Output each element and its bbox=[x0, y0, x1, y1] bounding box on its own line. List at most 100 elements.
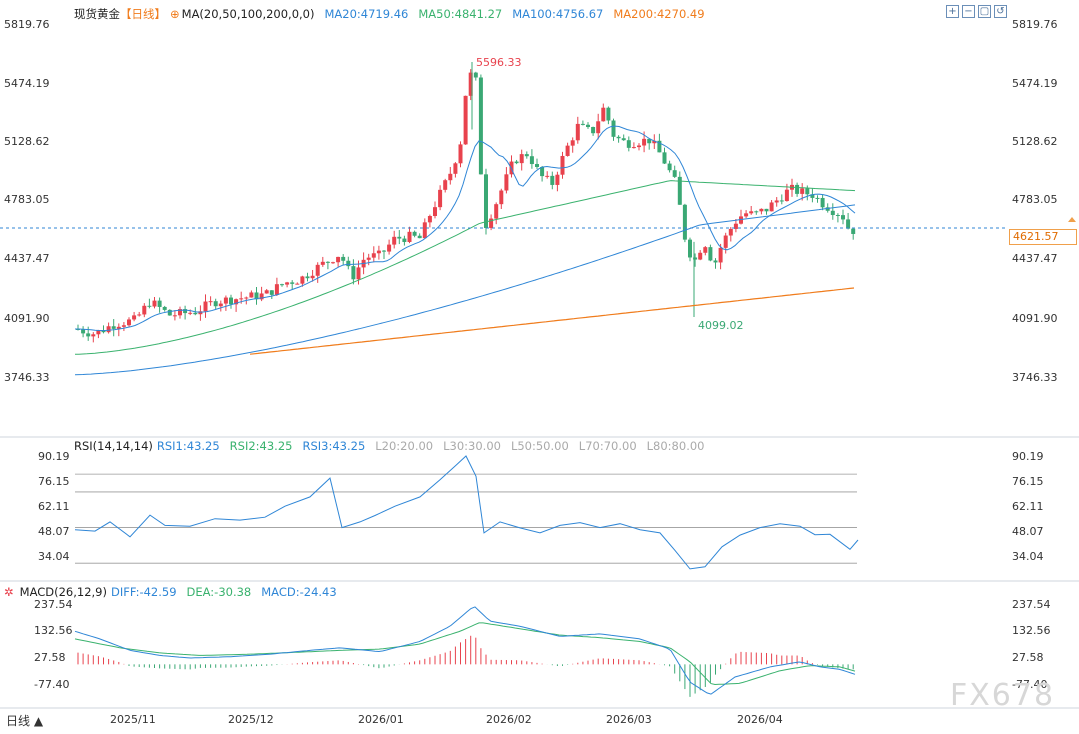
candle-body bbox=[708, 247, 713, 261]
zoom-out-icon[interactable]: − bbox=[962, 5, 975, 18]
candle-body bbox=[586, 124, 590, 128]
candle-body bbox=[631, 147, 636, 149]
macd-legend: ✲ MACD(26,12,9) DIFF:-42.59 DEA:-30.38 MACD:… bbox=[4, 585, 347, 599]
candle-body bbox=[504, 174, 509, 191]
ma50-line bbox=[75, 180, 856, 355]
candle-body bbox=[407, 231, 412, 242]
candle-body bbox=[127, 319, 131, 326]
candle-body bbox=[560, 155, 565, 175]
y-tick-label-left: 3746.33 bbox=[4, 371, 50, 384]
candle-body bbox=[116, 326, 121, 329]
rsi-line bbox=[74, 455, 859, 570]
candle-body bbox=[142, 305, 147, 315]
macd-y-tick-left: 27.58 bbox=[34, 651, 66, 664]
candle-body bbox=[463, 95, 468, 145]
macd-y-tick-left: 132.56 bbox=[34, 624, 73, 637]
rsi-y-tick-right: 76.15 bbox=[1012, 475, 1044, 488]
candle-body bbox=[591, 127, 596, 134]
x-tick-label: 2026/02 bbox=[486, 713, 532, 726]
y-tick-label-right: 5819.76 bbox=[1012, 18, 1058, 31]
candle-body bbox=[851, 228, 856, 234]
candle-body bbox=[774, 200, 779, 203]
candle-body bbox=[529, 156, 534, 165]
candle-body bbox=[662, 152, 667, 164]
candle-body bbox=[519, 154, 524, 164]
candle-body bbox=[744, 213, 749, 217]
rsi-y-tick-left: 76.15 bbox=[38, 475, 70, 488]
y-tick-label-right: 5128.62 bbox=[1012, 135, 1058, 148]
candle-body bbox=[167, 309, 172, 316]
candle-body bbox=[274, 284, 279, 295]
rsi-l70: L70:70.00 bbox=[578, 439, 637, 453]
candle-body bbox=[810, 194, 815, 198]
candle-body bbox=[815, 197, 820, 199]
candle-body bbox=[81, 329, 86, 334]
candle-body bbox=[259, 293, 264, 300]
candle-body bbox=[570, 140, 575, 146]
candle-body bbox=[565, 145, 570, 156]
candle-body bbox=[830, 210, 835, 216]
candle-body bbox=[310, 275, 315, 279]
candle-body bbox=[422, 222, 427, 239]
macd-histogram-group bbox=[77, 635, 854, 697]
ma20-line bbox=[75, 125, 856, 331]
y-tick-label-right: 3746.33 bbox=[1012, 371, 1058, 384]
candle-body bbox=[91, 334, 96, 337]
candle-body bbox=[677, 176, 682, 205]
candle-body bbox=[841, 215, 845, 220]
candle-body bbox=[672, 170, 677, 177]
settings-icon[interactable]: ✲ bbox=[4, 585, 14, 599]
candle-body bbox=[825, 207, 830, 211]
candle-body bbox=[203, 301, 208, 312]
candle-body bbox=[688, 239, 692, 258]
candle-body bbox=[698, 252, 703, 260]
candle-body bbox=[499, 190, 504, 205]
target-icon[interactable]: ⊕ bbox=[170, 7, 180, 21]
candle-body bbox=[208, 301, 213, 303]
candle-body bbox=[754, 211, 759, 213]
candle-body bbox=[820, 197, 825, 208]
current-price-tag: 4621.57 bbox=[1009, 229, 1077, 245]
candle-body bbox=[346, 260, 351, 267]
period-switch-button[interactable]: 日线 ▲ bbox=[6, 714, 44, 728]
candle-body bbox=[524, 154, 529, 157]
candle-body bbox=[417, 235, 422, 239]
candle-body bbox=[157, 300, 162, 307]
candle-body bbox=[320, 261, 325, 265]
candle-body bbox=[611, 120, 616, 137]
candle-body bbox=[458, 144, 463, 164]
ma100-line bbox=[74, 204, 856, 376]
candle-body bbox=[213, 301, 218, 307]
candle-body bbox=[759, 208, 764, 212]
price-marker-icon bbox=[1068, 216, 1076, 222]
macd-y-tick-right: 27.58 bbox=[1012, 651, 1044, 664]
candle-body bbox=[626, 140, 631, 148]
candle-body bbox=[397, 236, 402, 239]
zoom-in-icon[interactable]: + bbox=[946, 5, 959, 18]
rsi-l30: L30:30.00 bbox=[443, 439, 501, 453]
candle-body bbox=[188, 312, 193, 314]
restore-icon[interactable]: ↺ bbox=[994, 5, 1007, 18]
y-tick-label-left: 5474.19 bbox=[4, 77, 50, 90]
candle-body bbox=[244, 297, 249, 299]
x-tick-label: 2026/04 bbox=[737, 713, 783, 726]
candle-body bbox=[764, 208, 769, 212]
candle-body bbox=[193, 312, 198, 315]
y-tick-label-right: 4437.47 bbox=[1012, 252, 1058, 265]
candle-body bbox=[779, 200, 784, 202]
candle-body bbox=[96, 330, 101, 335]
macd-y-tick-right: 237.54 bbox=[1012, 598, 1051, 611]
rsi-legend: RSI(14,14,14) RSI1:43.25 RSI2:43.25 RSI3:43… bbox=[74, 439, 714, 453]
candle-body bbox=[713, 260, 718, 263]
fit-icon[interactable]: ▢ bbox=[978, 5, 991, 18]
period-label[interactable]: 【日线】 bbox=[120, 7, 166, 21]
dea-value: DEA:-30.38 bbox=[186, 585, 252, 599]
candle-body bbox=[514, 161, 519, 164]
macd-value: MACD:-24.43 bbox=[261, 585, 337, 599]
candle-body bbox=[111, 326, 116, 329]
candle-body bbox=[433, 207, 437, 217]
candle-body bbox=[356, 267, 361, 280]
candle-body bbox=[280, 284, 284, 286]
